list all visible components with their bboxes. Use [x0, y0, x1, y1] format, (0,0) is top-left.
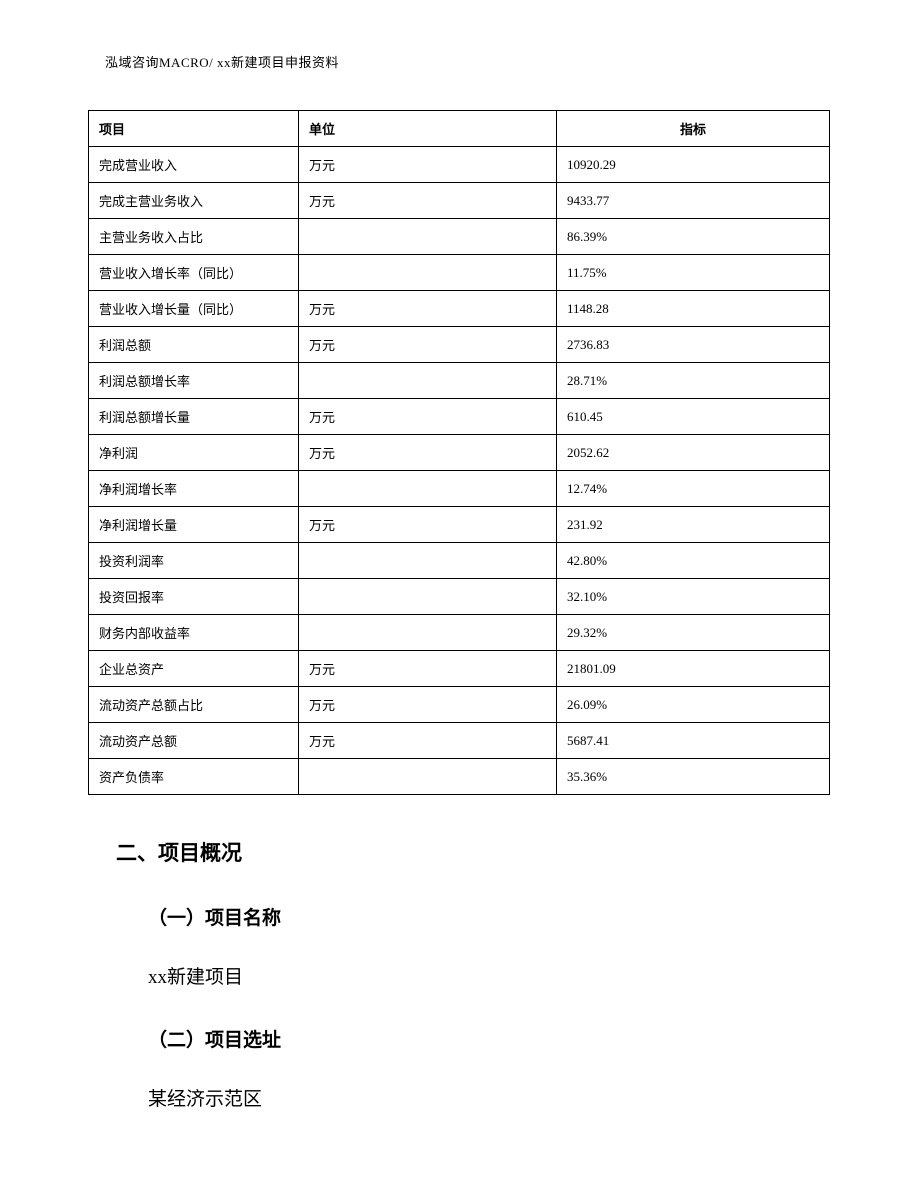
table-body: 完成营业收入万元10920.29 完成主营业务收入万元9433.77 主营业务收…: [89, 147, 830, 795]
table-row: 投资回报率 32.10%: [89, 579, 830, 615]
cell-unit: 万元: [299, 687, 557, 723]
cell-unit: [299, 759, 557, 795]
cell-value: 35.36%: [557, 759, 830, 795]
cell-value: 21801.09: [557, 651, 830, 687]
table-row: 主营业务收入占比 86.39%: [89, 219, 830, 255]
cell-item: 完成营业收入: [89, 147, 299, 183]
cell-value: 11.75%: [557, 255, 830, 291]
cell-unit: [299, 615, 557, 651]
cell-item: 资产负债率: [89, 759, 299, 795]
cell-value: 42.80%: [557, 543, 830, 579]
cell-item: 企业总资产: [89, 651, 299, 687]
cell-unit: 万元: [299, 291, 557, 327]
cell-value: 12.74%: [557, 471, 830, 507]
cell-item: 完成主营业务收入: [89, 183, 299, 219]
cell-unit: 万元: [299, 507, 557, 543]
cell-item: 营业收入增长率（同比）: [89, 255, 299, 291]
table-row: 资产负债率 35.36%: [89, 759, 830, 795]
cell-value: 26.09%: [557, 687, 830, 723]
cell-value: 9433.77: [557, 183, 830, 219]
section-heading-overview: 二、项目概况: [116, 837, 830, 867]
content-area: 项目 单位 指标 完成营业收入万元10920.29 完成主营业务收入万元9433…: [88, 110, 830, 1111]
sub-heading-name: （一）项目名称: [148, 903, 830, 930]
table-row: 利润总额增长率 28.71%: [89, 363, 830, 399]
cell-item: 主营业务收入占比: [89, 219, 299, 255]
cell-unit: [299, 579, 557, 615]
table-row: 企业总资产万元21801.09: [89, 651, 830, 687]
table-row: 完成主营业务收入万元9433.77: [89, 183, 830, 219]
cell-value: 86.39%: [557, 219, 830, 255]
cell-item: 净利润增长量: [89, 507, 299, 543]
cell-item: 投资利润率: [89, 543, 299, 579]
cell-item: 利润总额: [89, 327, 299, 363]
cell-item: 流动资产总额: [89, 723, 299, 759]
cell-value: 28.71%: [557, 363, 830, 399]
cell-unit: 万元: [299, 723, 557, 759]
cell-unit: 万元: [299, 435, 557, 471]
col-header-value: 指标: [557, 111, 830, 147]
cell-unit: [299, 363, 557, 399]
sub-heading-location: （二）项目选址: [148, 1025, 830, 1052]
cell-unit: 万元: [299, 399, 557, 435]
cell-value: 610.45: [557, 399, 830, 435]
table-row: 利润总额增长量万元610.45: [89, 399, 830, 435]
cell-unit: 万元: [299, 147, 557, 183]
cell-item: 利润总额增长率: [89, 363, 299, 399]
page-header: 泓域咨询MACRO/ xx新建项目申报资料: [105, 52, 339, 71]
cell-value: 5687.41: [557, 723, 830, 759]
cell-item: 利润总额增长量: [89, 399, 299, 435]
table-row: 净利润增长率 12.74%: [89, 471, 830, 507]
cell-unit: 万元: [299, 651, 557, 687]
cell-unit: [299, 471, 557, 507]
cell-item: 净利润: [89, 435, 299, 471]
table-row: 完成营业收入万元10920.29: [89, 147, 830, 183]
table-row: 流动资产总额占比万元26.09%: [89, 687, 830, 723]
table-row: 营业收入增长量（同比）万元1148.28: [89, 291, 830, 327]
cell-unit: [299, 255, 557, 291]
financial-table: 项目 单位 指标 完成营业收入万元10920.29 完成主营业务收入万元9433…: [88, 110, 830, 795]
table-row: 净利润万元2052.62: [89, 435, 830, 471]
table-header-row: 项目 单位 指标: [89, 111, 830, 147]
table-row: 流动资产总额万元5687.41: [89, 723, 830, 759]
col-header-unit: 单位: [299, 111, 557, 147]
table-row: 财务内部收益率 29.32%: [89, 615, 830, 651]
cell-value: 29.32%: [557, 615, 830, 651]
table-row: 营业收入增长率（同比） 11.75%: [89, 255, 830, 291]
cell-unit: [299, 219, 557, 255]
body-text-location: 某经济示范区: [148, 1084, 830, 1111]
cell-item: 净利润增长率: [89, 471, 299, 507]
body-text-name: xx新建项目: [148, 962, 830, 989]
cell-value: 1148.28: [557, 291, 830, 327]
cell-value: 2052.62: [557, 435, 830, 471]
cell-value: 2736.83: [557, 327, 830, 363]
cell-unit: 万元: [299, 183, 557, 219]
cell-unit: [299, 543, 557, 579]
cell-item: 财务内部收益率: [89, 615, 299, 651]
header-text: 泓域咨询MACRO/ xx新建项目申报资料: [105, 55, 339, 70]
table-row: 净利润增长量万元231.92: [89, 507, 830, 543]
cell-item: 营业收入增长量（同比）: [89, 291, 299, 327]
table-row: 利润总额万元2736.83: [89, 327, 830, 363]
cell-item: 投资回报率: [89, 579, 299, 615]
cell-value: 32.10%: [557, 579, 830, 615]
cell-item: 流动资产总额占比: [89, 687, 299, 723]
cell-value: 231.92: [557, 507, 830, 543]
cell-unit: 万元: [299, 327, 557, 363]
cell-value: 10920.29: [557, 147, 830, 183]
table-row: 投资利润率 42.80%: [89, 543, 830, 579]
col-header-item: 项目: [89, 111, 299, 147]
